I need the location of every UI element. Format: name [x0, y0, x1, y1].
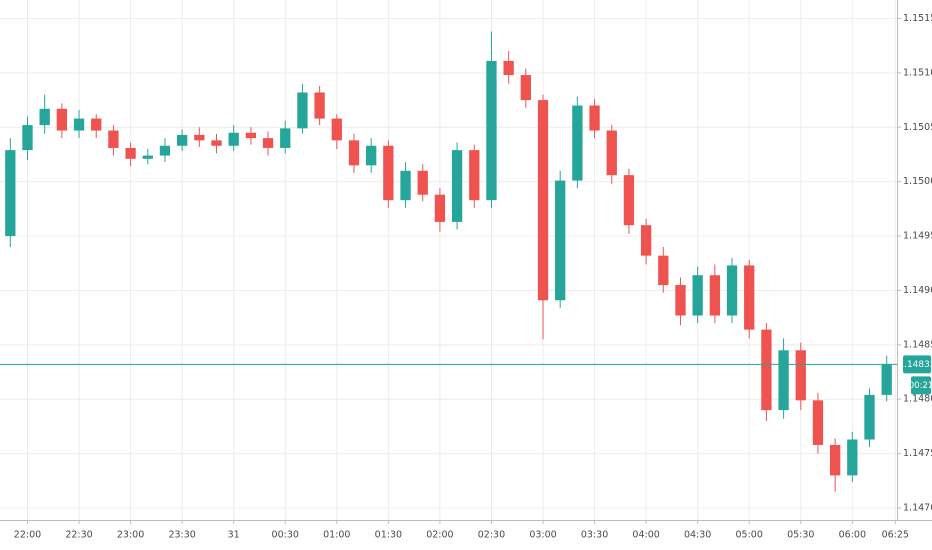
- y-tick-label: 1.15100: [903, 67, 932, 78]
- candle-body: [125, 147, 136, 159]
- y-tick-label: 1.14950: [903, 231, 932, 242]
- y-tick-label: 1.15000: [903, 176, 932, 187]
- x-tick-label: 03:30: [581, 530, 608, 541]
- candle-body: [348, 140, 360, 166]
- y-tick-label: 1.15050: [903, 122, 932, 133]
- x-tick-label: 01:30: [375, 530, 402, 541]
- x-tick-label: 22:00: [14, 530, 41, 541]
- y-tick-label: 1.14800: [903, 394, 932, 405]
- candle-body: [847, 439, 858, 476]
- y-tick-label: 1.14750: [903, 448, 932, 459]
- candle-body: [297, 92, 308, 129]
- last-price-label: 1.14832: [898, 360, 932, 370]
- candle-body: [829, 444, 841, 476]
- candle-body: [675, 285, 686, 316]
- candle-body: [486, 60, 497, 201]
- last-price-box: [903, 355, 931, 374]
- x-tick-label: 05:30: [787, 530, 814, 541]
- candle-body: [726, 265, 738, 316]
- candle-body: [537, 100, 549, 301]
- candle-body: [812, 400, 824, 445]
- x-tick-label: 04:00: [632, 530, 659, 541]
- candle-body: [108, 130, 119, 148]
- y-tick-label: 1.14900: [903, 285, 932, 296]
- candle-body: [658, 255, 669, 286]
- x-tick-label: 31: [228, 530, 240, 541]
- candle-body: [881, 364, 892, 395]
- candle-body: [176, 134, 188, 146]
- x-tick-label: 06:00: [839, 530, 866, 541]
- candle-body: [159, 145, 171, 156]
- candle-body: [520, 75, 531, 101]
- candle-body: [142, 155, 153, 159]
- x-tick-label: 23:00: [117, 530, 144, 541]
- candle-body: [245, 132, 257, 139]
- candle-body: [795, 350, 806, 401]
- candle-body: [761, 329, 772, 411]
- candle-body: [778, 350, 789, 411]
- candle-body: [228, 132, 239, 146]
- candle-body: [73, 118, 85, 131]
- x-tick-label: 03:00: [529, 530, 556, 541]
- y-tick-label: 1.15150: [903, 13, 932, 24]
- x-tick-label: 02:30: [478, 530, 505, 541]
- candle-body: [623, 175, 635, 226]
- candle-body: [5, 150, 16, 237]
- candle-body: [194, 134, 205, 141]
- candle-body: [331, 118, 342, 141]
- candle-body: [211, 140, 222, 146]
- x-tick-label: 04:30: [684, 530, 711, 541]
- candle-body: [91, 118, 102, 131]
- candle-body: [22, 125, 33, 151]
- y-tick-label: 1.14850: [903, 339, 932, 350]
- candle-body: [280, 128, 291, 148]
- candle-body: [56, 108, 68, 131]
- candle-body: [262, 138, 274, 148]
- candle-body: [572, 105, 583, 181]
- candle-body: [39, 108, 50, 126]
- candle-body: [366, 145, 377, 166]
- x-tick-label: 22:30: [65, 530, 92, 541]
- candle-body: [383, 145, 394, 201]
- candle-body: [640, 225, 652, 256]
- candle-body: [589, 105, 600, 131]
- candle-body: [314, 92, 325, 119]
- countdown-box: [911, 376, 931, 395]
- x-tick-label: 00:30: [272, 530, 299, 541]
- candle-body: [555, 180, 566, 301]
- candle-body: [434, 194, 446, 222]
- x-tick-label: 06:25: [882, 530, 909, 541]
- candle-body: [864, 394, 875, 440]
- x-tick-label: 01:00: [323, 530, 350, 541]
- x-tick-label: 05:00: [736, 530, 763, 541]
- candle-body: [503, 60, 514, 76]
- candle-body: [400, 170, 411, 201]
- candle-body: [469, 150, 480, 201]
- countdown-label: 00:21: [909, 381, 932, 391]
- x-tick-label: 02:00: [426, 530, 453, 541]
- candle-body: [451, 150, 463, 222]
- candle-body: [692, 275, 703, 316]
- candle-body: [606, 130, 617, 176]
- candle-body: [709, 275, 721, 316]
- candle-body: [744, 265, 755, 330]
- candle-body: [417, 170, 428, 195]
- y-tick-label: 1.14700: [903, 503, 932, 514]
- x-tick-label: 23:30: [168, 530, 195, 541]
